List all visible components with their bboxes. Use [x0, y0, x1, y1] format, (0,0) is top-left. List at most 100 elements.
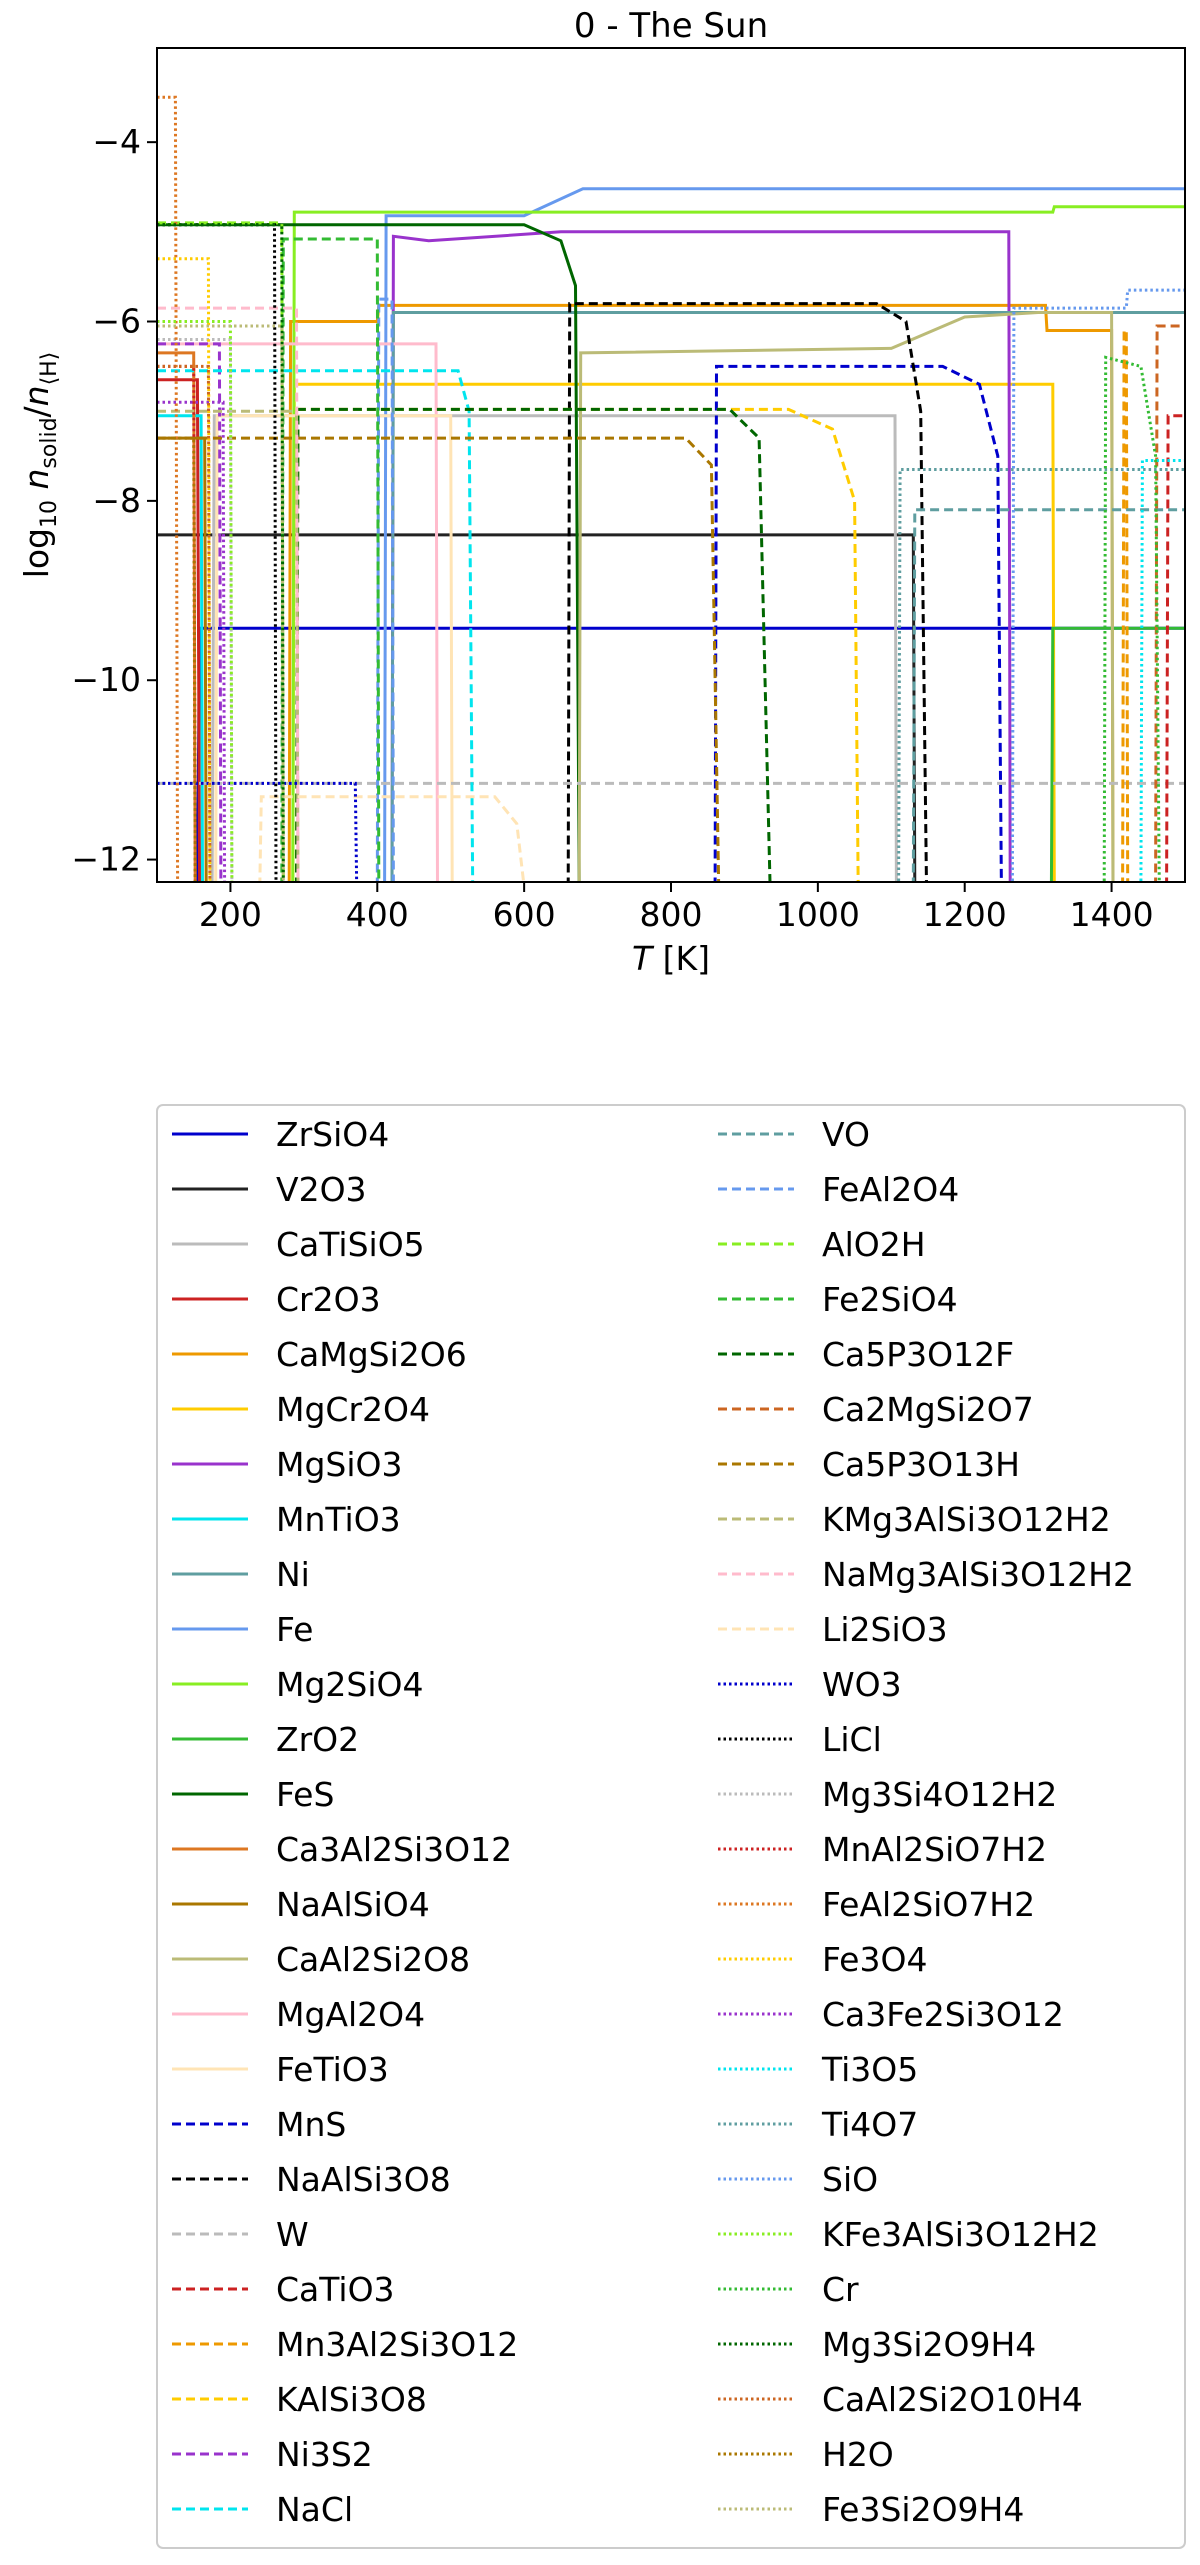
legend-label: KFe3AlSi3O12H2 — [822, 2215, 1099, 2254]
legend-label: KAlSi3O8 — [276, 2380, 427, 2419]
legend-label: LiCl — [822, 1720, 882, 1759]
legend-item: Fe — [172, 1610, 313, 1649]
legend-item: CaAl2Si2O10H4 — [718, 2380, 1083, 2419]
legend-item: MnAl2SiO7H2 — [718, 1830, 1047, 1869]
legend-item: CaTiSiO5 — [172, 1225, 425, 1264]
series-line-10 — [291, 205, 1185, 882]
legend-item: KAlSi3O8 — [172, 2380, 427, 2419]
legend-item: W — [172, 2215, 309, 2254]
series-line-17 — [214, 414, 454, 882]
legend: ZrSiO4 V2O3 CaTiSiO5 Cr2O3 CaMgSi2O6 MgCr2O4 M… — [172, 1115, 1134, 2529]
x-tick-label: 1000 — [776, 895, 860, 934]
legend-item: WO3 — [718, 1665, 902, 1704]
legend-label: NaAlSi3O8 — [276, 2160, 451, 2199]
y-tick-label: −8 — [92, 481, 141, 520]
series-line-40 — [157, 95, 180, 882]
series-line-2 — [210, 414, 898, 882]
legend-label: Li2SiO3 — [822, 1610, 948, 1649]
series-layer — [157, 95, 1185, 882]
legend-item: Ca5P3O12F — [718, 1335, 1014, 1374]
legend-label: SiO — [822, 2160, 878, 2199]
legend-label: Mg2SiO4 — [276, 1665, 424, 1704]
legend-label: Ti3O5 — [821, 2050, 918, 2089]
legend-item: Ca3Al2Si3O12 — [172, 1830, 512, 1869]
legend-item: FeAl2O4 — [718, 1170, 959, 1209]
legend-label: CaTiSiO5 — [276, 1225, 425, 1264]
series-line-25 — [157, 369, 475, 882]
legend-label: W — [276, 2215, 309, 2254]
x-axis-label: T [K] — [632, 939, 710, 978]
series-line-4 — [287, 303, 1115, 882]
legend-label: FeTiO3 — [276, 2050, 389, 2089]
legend-item: CaTiO3 — [172, 2270, 395, 2309]
legend-label: Ni — [276, 1555, 310, 1594]
legend-item: Mn3Al2Si3O12 — [172, 2325, 518, 2364]
legend-label: KMg3AlSi3O12H2 — [822, 1500, 1111, 1539]
series-line-47 — [1102, 355, 1161, 882]
legend-label: MgCr2O4 — [276, 1390, 430, 1429]
legend-label: Ca2MgSi2O7 — [822, 1390, 1034, 1429]
legend-label: Ca5P3O13H — [822, 1445, 1020, 1484]
legend-label: Fe3Si2O9H4 — [822, 2490, 1024, 2529]
legend-label: Ti4O7 — [821, 2105, 918, 2144]
legend-label: ZrSiO4 — [276, 1115, 389, 1154]
legend-label: FeAl2SiO7H2 — [822, 1885, 1035, 1924]
legend-label: Ca5P3O12F — [822, 1335, 1014, 1374]
series-line-7 — [157, 414, 204, 882]
series-line-24 — [157, 342, 223, 882]
legend-label: CaAl2Si2O10H4 — [822, 2380, 1083, 2419]
legend-item: Cr2O3 — [172, 1280, 381, 1319]
legend-item: VO — [718, 1115, 870, 1154]
legend-label: MnAl2SiO7H2 — [822, 1830, 1047, 1869]
series-line-31 — [1154, 324, 1185, 882]
legend-item: Ni3S2 — [172, 2435, 373, 2474]
legend-item: MgCr2O4 — [172, 1390, 430, 1429]
x-tick-label: 600 — [493, 895, 556, 934]
legend-item: CaMgSi2O6 — [172, 1335, 467, 1374]
legend-label: Mn3Al2Si3O12 — [276, 2325, 518, 2364]
plot-background — [157, 48, 1185, 882]
legend-item: Fe3Si2O9H4 — [718, 2490, 1024, 2529]
series-line-45 — [1010, 288, 1185, 882]
legend-label: Ni3S2 — [276, 2435, 373, 2474]
legend-item: MgAl2O4 — [172, 1995, 425, 2034]
series-line-12 — [157, 223, 581, 882]
legend-item: NaCl — [172, 2490, 353, 2529]
legend-item: Ni — [172, 1555, 310, 1594]
series-line-30 — [295, 407, 772, 882]
series-line-38 — [157, 338, 234, 882]
legend-label: Mg3Si2O9H4 — [822, 2325, 1036, 2364]
legend-label: AlO2H — [822, 1225, 926, 1264]
legend-item: FeTiO3 — [172, 2050, 389, 2089]
legend-label: NaCl — [276, 2490, 353, 2529]
legend-item: Mg2SiO4 — [172, 1665, 424, 1704]
legend-label: CaAl2Si2O8 — [276, 1940, 470, 1979]
series-line-11 — [1049, 626, 1185, 882]
series-line-35 — [258, 795, 526, 882]
legend-item: KMg3AlSi3O12H2 — [718, 1500, 1111, 1539]
y-tick-label: −12 — [71, 840, 141, 879]
series-line-44 — [897, 468, 1185, 882]
series-line-41 — [157, 257, 212, 882]
x-tick-label: 200 — [199, 895, 262, 934]
legend-item: Li2SiO3 — [718, 1610, 948, 1649]
legend-item: AlO2H — [718, 1225, 926, 1264]
x-tick-label: 1400 — [1070, 895, 1154, 934]
legend-label: MnS — [276, 2105, 346, 2144]
legend-label: WO3 — [822, 1665, 902, 1704]
series-line-50 — [157, 436, 197, 882]
series-line-46 — [157, 320, 234, 882]
legend-item: NaAlSi3O8 — [172, 2160, 451, 2199]
legend-item: Ti4O7 — [718, 2105, 918, 2144]
series-line-33 — [157, 409, 300, 882]
legend-item: V2O3 — [172, 1170, 367, 1209]
series-line-42 — [157, 400, 227, 882]
series-line-34 — [157, 306, 300, 882]
legend-item: Mg3Si2O9H4 — [718, 2325, 1036, 2364]
legend-label: Fe3O4 — [822, 1940, 927, 1979]
chart-title: 0 - The Sun — [574, 6, 768, 46]
legend-item: NaAlSiO4 — [172, 1885, 430, 1924]
y-tick-label: −4 — [92, 122, 141, 161]
x-tick-label: 800 — [640, 895, 703, 934]
series-line-32 — [157, 436, 721, 882]
